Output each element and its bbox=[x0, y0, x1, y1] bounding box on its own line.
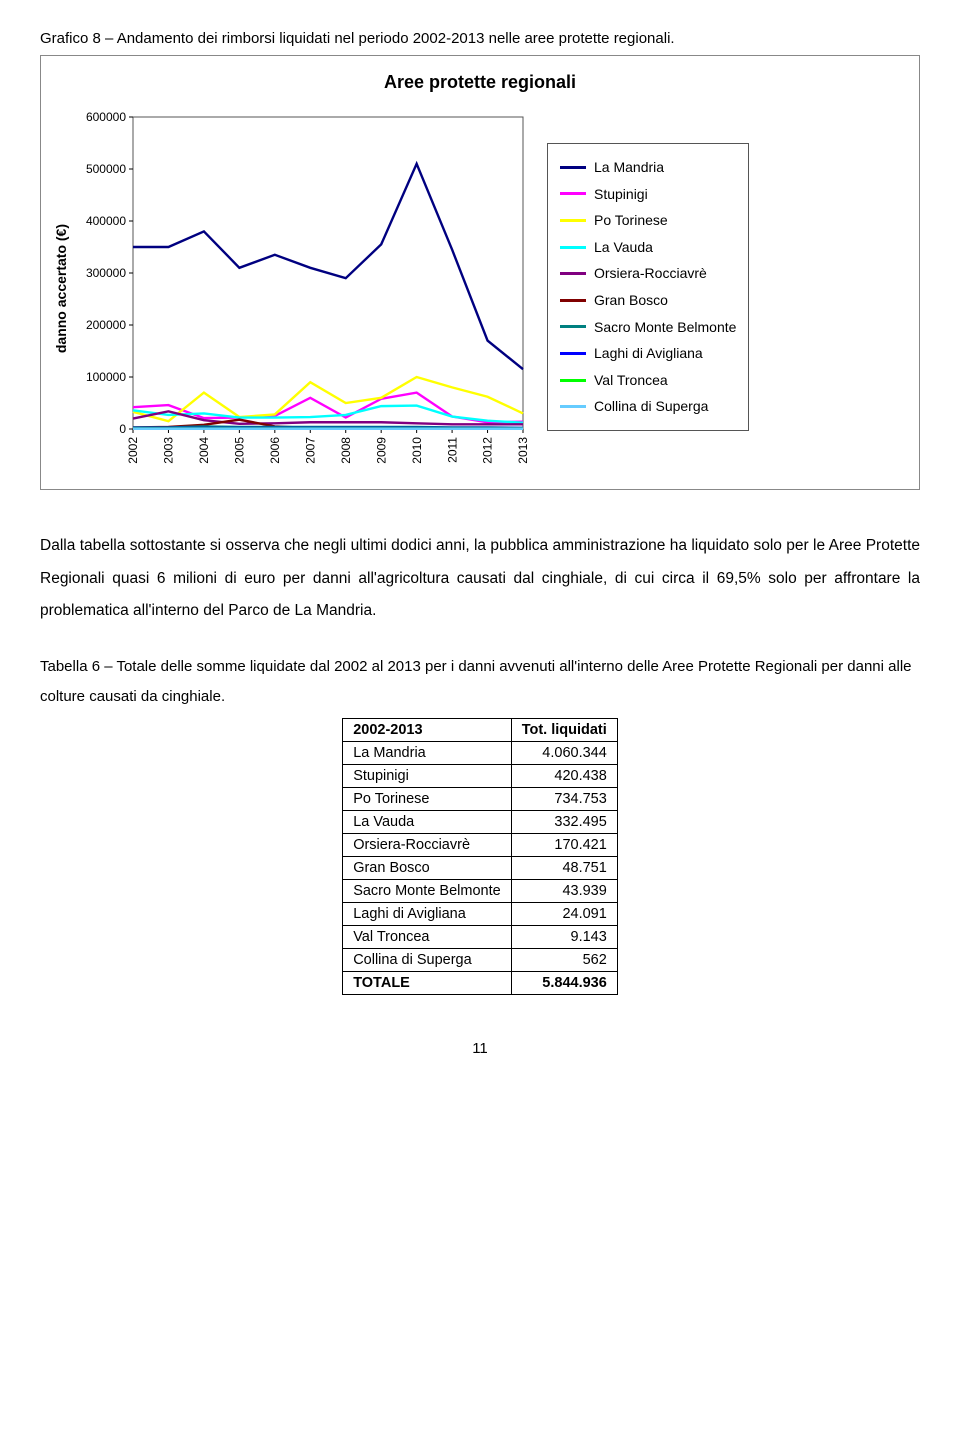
table-row-value: 43.939 bbox=[511, 879, 617, 902]
legend-label: Po Torinese bbox=[594, 207, 668, 234]
legend-swatch bbox=[560, 219, 586, 222]
table-row-label: Gran Bosco bbox=[343, 856, 512, 879]
svg-text:600000: 600000 bbox=[86, 110, 126, 124]
legend-item: Laghi di Avigliana bbox=[560, 340, 736, 367]
table-total-value: 5.844.936 bbox=[511, 971, 617, 994]
svg-text:2003: 2003 bbox=[162, 437, 176, 464]
table-row-label: La Vauda bbox=[343, 810, 512, 833]
table-col0-header: 2002-2013 bbox=[343, 718, 512, 741]
table-row-value: 420.438 bbox=[511, 764, 617, 787]
legend-swatch bbox=[560, 192, 586, 195]
legend-swatch bbox=[560, 405, 586, 408]
svg-text:400000: 400000 bbox=[86, 214, 126, 228]
legend-item: Orsiera-Rocciavrè bbox=[560, 260, 736, 287]
table-row-label: Val Troncea bbox=[343, 925, 512, 948]
legend-item: Val Troncea bbox=[560, 367, 736, 394]
chart-legend: La MandriaStupinigiPo TorineseLa VaudaOr… bbox=[547, 143, 749, 431]
legend-item: Stupinigi bbox=[560, 181, 736, 208]
svg-text:200000: 200000 bbox=[86, 318, 126, 332]
table-row-label: Sacro Monte Belmonte bbox=[343, 879, 512, 902]
table-row-value: 332.495 bbox=[511, 810, 617, 833]
legend-label: La Mandria bbox=[594, 154, 664, 181]
table-row-value: 48.751 bbox=[511, 856, 617, 879]
table-row: La Vauda332.495 bbox=[343, 810, 618, 833]
legend-item: Collina di Superga bbox=[560, 393, 736, 420]
table-row: Val Troncea9.143 bbox=[343, 925, 618, 948]
legend-swatch bbox=[560, 299, 586, 302]
legend-label: Orsiera-Rocciavrè bbox=[594, 260, 707, 287]
svg-text:100000: 100000 bbox=[86, 370, 126, 384]
table-row: Collina di Superga562 bbox=[343, 948, 618, 971]
legend-item: La Mandria bbox=[560, 154, 736, 181]
chart-ylabel: danno accertato (€) bbox=[51, 224, 71, 353]
table-total-row: TOTALE5.844.936 bbox=[343, 971, 618, 994]
table-row-label: Collina di Superga bbox=[343, 948, 512, 971]
legend-swatch bbox=[560, 246, 586, 249]
svg-text:2008: 2008 bbox=[339, 437, 353, 464]
svg-text:2005: 2005 bbox=[233, 437, 247, 464]
legend-label: Laghi di Avigliana bbox=[594, 340, 703, 367]
table-caption: Tabella 6 – Totale delle somme liquidate… bbox=[40, 652, 920, 712]
body-paragraph: Dalla tabella sottostante si osserva che… bbox=[40, 530, 920, 628]
table-row-value: 24.091 bbox=[511, 902, 617, 925]
svg-text:2009: 2009 bbox=[374, 437, 388, 464]
legend-label: Val Troncea bbox=[594, 367, 668, 394]
legend-swatch bbox=[560, 379, 586, 382]
svg-text:500000: 500000 bbox=[86, 162, 126, 176]
table-row-label: Po Torinese bbox=[343, 787, 512, 810]
table-row: La Mandria4.060.344 bbox=[343, 741, 618, 764]
svg-text:2010: 2010 bbox=[410, 437, 424, 464]
table-row-value: 170.421 bbox=[511, 833, 617, 856]
svg-text:2002: 2002 bbox=[126, 437, 140, 464]
table-row-value: 562 bbox=[511, 948, 617, 971]
table-row-label: Stupinigi bbox=[343, 764, 512, 787]
chart-container: Aree protette regionali danno accertato … bbox=[40, 55, 920, 490]
table-row: Gran Bosco48.751 bbox=[343, 856, 618, 879]
legend-label: Collina di Superga bbox=[594, 393, 708, 420]
table-total-label: TOTALE bbox=[343, 971, 512, 994]
legend-label: La Vauda bbox=[594, 234, 653, 261]
svg-text:2013: 2013 bbox=[516, 437, 530, 464]
table-row-value: 4.060.344 bbox=[511, 741, 617, 764]
legend-swatch bbox=[560, 352, 586, 355]
summary-table: 2002-2013 Tot. liquidati La Mandria4.060… bbox=[342, 718, 618, 995]
chart-plot: 0 100000 200000 300000 400000 500000 600000 200… bbox=[79, 107, 539, 471]
table-row: Stupinigi420.438 bbox=[343, 764, 618, 787]
legend-item: Po Torinese bbox=[560, 207, 736, 234]
table-row: Laghi di Avigliana24.091 bbox=[343, 902, 618, 925]
table-row-value: 734.753 bbox=[511, 787, 617, 810]
legend-item: La Vauda bbox=[560, 234, 736, 261]
legend-swatch bbox=[560, 166, 586, 169]
legend-item: Gran Bosco bbox=[560, 287, 736, 314]
chart-title: Aree protette regionali bbox=[51, 72, 909, 93]
legend-label: Gran Bosco bbox=[594, 287, 668, 314]
svg-text:2011: 2011 bbox=[445, 437, 459, 463]
legend-swatch bbox=[560, 325, 586, 328]
svg-text:0: 0 bbox=[119, 422, 126, 436]
legend-label: Stupinigi bbox=[594, 181, 648, 208]
svg-text:2007: 2007 bbox=[303, 437, 317, 464]
table-col1-header: Tot. liquidati bbox=[511, 718, 617, 741]
legend-item: Sacro Monte Belmonte bbox=[560, 314, 736, 341]
svg-text:300000: 300000 bbox=[86, 266, 126, 280]
table-row: Po Torinese734.753 bbox=[343, 787, 618, 810]
table-row-label: La Mandria bbox=[343, 741, 512, 764]
figure-caption: Grafico 8 – Andamento dei rimborsi liqui… bbox=[40, 30, 920, 47]
table-row: Orsiera-Rocciavrè170.421 bbox=[343, 833, 618, 856]
table-row-label: Orsiera-Rocciavrè bbox=[343, 833, 512, 856]
svg-text:2004: 2004 bbox=[197, 437, 211, 464]
table-header-row: 2002-2013 Tot. liquidati bbox=[343, 718, 618, 741]
table-row-value: 9.143 bbox=[511, 925, 617, 948]
legend-label: Sacro Monte Belmonte bbox=[594, 314, 736, 341]
svg-text:2012: 2012 bbox=[481, 437, 495, 464]
table-row: Sacro Monte Belmonte43.939 bbox=[343, 879, 618, 902]
page-number: 11 bbox=[40, 1040, 920, 1057]
chart-svg: 0 100000 200000 300000 400000 500000 600000 200… bbox=[79, 107, 539, 467]
svg-text:2006: 2006 bbox=[268, 437, 282, 464]
legend-swatch bbox=[560, 272, 586, 275]
table-row-label: Laghi di Avigliana bbox=[343, 902, 512, 925]
